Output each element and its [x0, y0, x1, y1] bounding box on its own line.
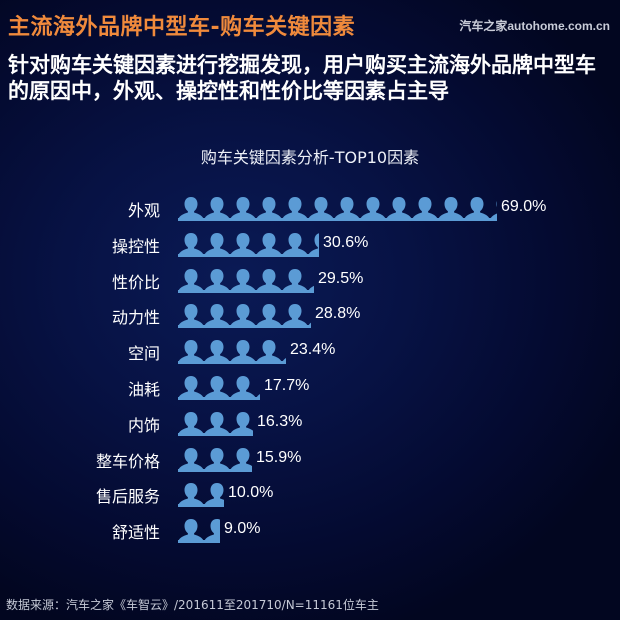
bar-row: 性价比 29.5% [0, 264, 620, 294]
value-label: 23.4% [290, 341, 336, 359]
category-label: 外观 [127, 201, 160, 220]
category-label: 舒适性 [111, 523, 160, 543]
person-icon [178, 519, 220, 544]
person-icon [178, 483, 224, 508]
category-label: 性价比 [111, 272, 160, 292]
person-icon-bar [178, 231, 319, 257]
data-source: 数据来源：汽车之家《车智云》/201611至201710/N=11161位车主 [6, 598, 379, 612]
person-icon [178, 376, 260, 400]
person-icon [178, 340, 286, 365]
person-icon-bar [178, 302, 311, 329]
bar-row: 空间 23.4% [0, 335, 620, 365]
person-icon-bar [178, 338, 286, 365]
value-label: 9.0% [224, 520, 261, 538]
person-icon-bar [178, 195, 497, 221]
person-icon [178, 304, 311, 329]
bar-row: 内饰 16.3% [0, 407, 620, 437]
chart-title: 购车关键因素分析-TOP10因素 [200, 148, 420, 167]
bar-row: 舒适性 9.0% [0, 514, 620, 544]
value-label: 17.7% [264, 377, 310, 394]
person-icon [178, 197, 497, 221]
value-label: 10.0% [228, 484, 274, 502]
value-label: 29.5% [318, 269, 364, 287]
category-label: 内饰 [127, 415, 160, 435]
page-title: 主流海外品牌中型车-购车关键因素 [8, 15, 356, 40]
person-icon [178, 268, 314, 293]
category-label: 售后服务 [95, 487, 160, 507]
value-label: 16.3% [257, 412, 303, 430]
category-label: 操控性 [111, 236, 160, 256]
person-icon [178, 232, 319, 257]
bar-row: 外观 69.0% [0, 192, 620, 222]
person-icon-bar [178, 410, 253, 436]
value-label: 15.9% [256, 448, 302, 466]
bar-row: 动力性 28.8% [0, 299, 620, 329]
brand-logo-text: 汽车之家autohome.com.cn [459, 19, 610, 33]
bar-row: 售后服务 10.0% [0, 478, 620, 508]
person-icon-bar [178, 517, 220, 544]
person-icon [178, 447, 252, 472]
person-icon-bar [178, 481, 224, 508]
category-label: 空间 [127, 344, 160, 364]
value-label: 30.6% [323, 233, 369, 251]
bar-row: 油耗 17.7% [0, 371, 620, 401]
subtitle: 针对购车关键因素进行挖掘发现，用户购买主流海外品牌中型车的原因中，外观、操控性和… [8, 53, 596, 103]
person-icon [178, 411, 253, 436]
category-label: 油耗 [127, 380, 160, 399]
value-label: 69.0% [501, 198, 547, 215]
person-icon-bar [178, 374, 260, 400]
category-label: 动力性 [111, 308, 160, 328]
person-icon-bar [178, 267, 314, 293]
bar-row: 操控性 30.6% [0, 228, 620, 258]
person-icon-bar [178, 446, 252, 472]
bar-row: 整车价格 15.9% [0, 443, 620, 473]
category-label: 整车价格 [95, 451, 160, 471]
value-label: 28.8% [315, 305, 361, 323]
